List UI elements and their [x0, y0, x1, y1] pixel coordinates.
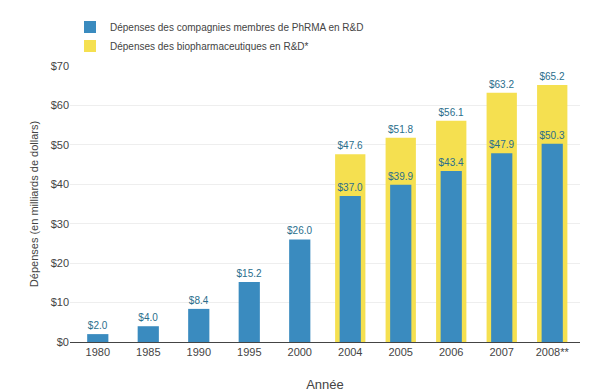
svg-text:$40: $40: [51, 178, 69, 190]
svg-text:$63.2: $63.2: [489, 79, 514, 90]
svg-text:$0: $0: [57, 336, 69, 348]
svg-text:1985: 1985: [136, 346, 160, 358]
svg-text:$50.3: $50.3: [539, 130, 564, 141]
svg-text:Année: Année: [306, 377, 344, 392]
svg-text:$47.9: $47.9: [489, 139, 514, 150]
svg-text:Dépenses (en milliards de doll: Dépenses (en milliards de dollars): [28, 121, 40, 287]
svg-text:$30: $30: [51, 218, 69, 230]
svg-text:1995: 1995: [237, 346, 261, 358]
svg-text:$50: $50: [51, 139, 69, 151]
svg-text:$70: $70: [51, 60, 69, 72]
svg-text:$8.4: $8.4: [189, 295, 209, 306]
svg-text:$26.0: $26.0: [287, 225, 312, 236]
svg-text:$2.0: $2.0: [88, 320, 108, 331]
svg-text:2007: 2007: [489, 346, 513, 358]
svg-text:2004: 2004: [338, 346, 362, 358]
svg-text:2005: 2005: [388, 346, 412, 358]
svg-text:2000: 2000: [288, 346, 312, 358]
svg-text:1990: 1990: [187, 346, 211, 358]
svg-text:1980: 1980: [86, 346, 110, 358]
svg-text:Dépenses des compagnies membre: Dépenses des compagnies membres de PhRMA…: [110, 22, 363, 33]
svg-text:$39.9: $39.9: [388, 171, 413, 182]
svg-text:$10: $10: [51, 296, 69, 308]
svg-text:2006: 2006: [439, 346, 463, 358]
svg-text:$47.6: $47.6: [338, 140, 363, 151]
svg-text:Dépenses des biopharmaceutique: Dépenses des biopharmaceutiques en R&D*: [110, 41, 309, 52]
svg-text:$15.2: $15.2: [237, 268, 262, 279]
svg-text:$4.0: $4.0: [138, 312, 158, 323]
svg-text:$51.8: $51.8: [388, 124, 413, 135]
svg-text:$43.4: $43.4: [439, 157, 464, 168]
svg-text:$37.0: $37.0: [338, 182, 363, 193]
svg-text:$20: $20: [51, 257, 69, 269]
svg-text:2008**: 2008**: [536, 346, 570, 358]
svg-text:$56.1: $56.1: [439, 107, 464, 118]
svg-text:$65.2: $65.2: [539, 71, 564, 82]
svg-text:$60: $60: [51, 99, 69, 111]
